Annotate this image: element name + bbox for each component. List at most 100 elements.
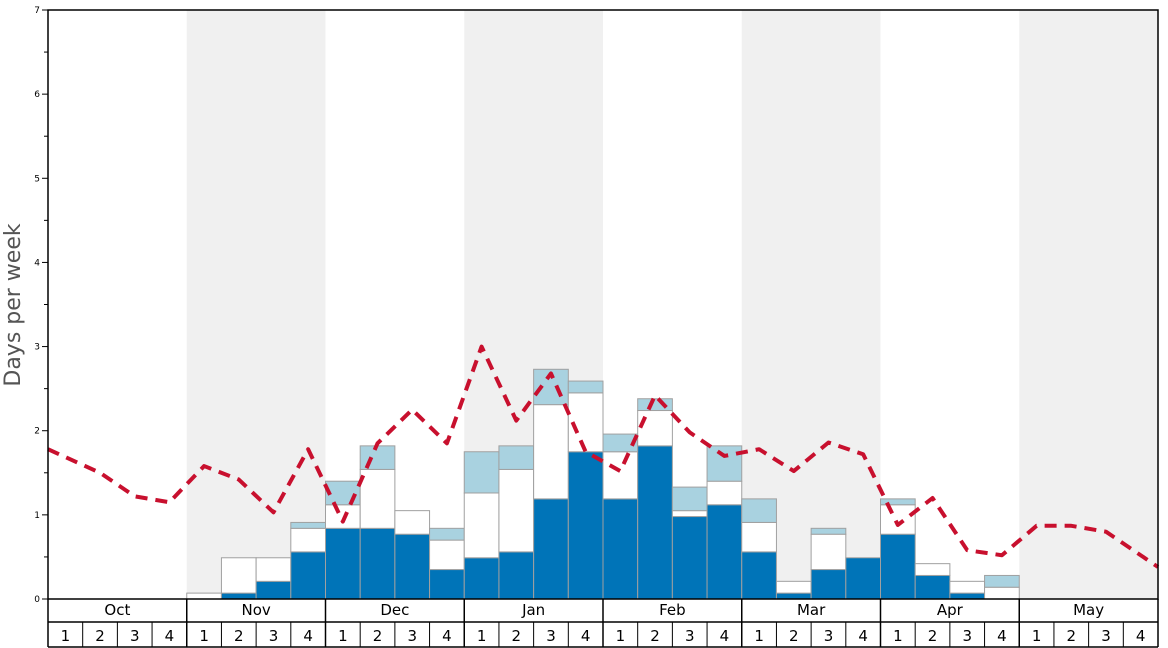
- month-label-nov: Nov: [241, 601, 270, 619]
- month-shade-nov: [186, 10, 326, 599]
- week-label-jan-4: 4: [581, 627, 591, 645]
- week-label-oct-4: 4: [165, 627, 175, 645]
- week-label-apr-2: 2: [928, 627, 938, 645]
- bar-dark-5: [220, 592, 257, 600]
- line-trend: [47, 344, 1160, 569]
- bar-white-6: [255, 557, 292, 582]
- bar-light-15: [567, 380, 604, 394]
- bar-light-13: [498, 445, 535, 470]
- week-label-may-2: 2: [1067, 627, 1077, 645]
- ytick-label-5: 5: [34, 174, 40, 184]
- bar-light-17: [637, 398, 673, 412]
- bar-white-22: [810, 533, 847, 571]
- bar-white-20: [741, 521, 777, 553]
- bar-white-5: [220, 557, 257, 594]
- month-label-mar: Mar: [797, 601, 826, 619]
- month-shading: [186, 10, 1158, 599]
- bar-white-11: [429, 539, 465, 571]
- bar-white-19: [706, 480, 743, 506]
- week-label-nov-1: 1: [199, 627, 209, 645]
- week-label-apr-1: 1: [893, 627, 903, 645]
- bar-white-25: [914, 563, 951, 576]
- bar-light-24: [880, 498, 916, 506]
- ytick-label-7: 7: [34, 6, 40, 16]
- ytick-label-0: 0: [34, 595, 40, 605]
- bar-white-9: [359, 468, 396, 529]
- bar-light-20: [741, 498, 777, 523]
- bar-white-27: [984, 586, 1020, 600]
- week-label-oct-3: 3: [130, 627, 140, 645]
- month-label-dec: Dec: [380, 601, 409, 619]
- bar-dark-22: [810, 569, 847, 600]
- week-label-nov-2: 2: [234, 627, 244, 645]
- week-label-feb-1: 1: [616, 627, 626, 645]
- bar-white-8: [325, 504, 361, 529]
- week-label-dec-3: 3: [407, 627, 417, 645]
- month-shade-may: [1019, 10, 1158, 599]
- week-label-dec-2: 2: [373, 627, 383, 645]
- ytick-label-3: 3: [34, 343, 40, 353]
- bar-dark-26: [949, 592, 986, 600]
- bar-light-19: [706, 445, 743, 482]
- week-label-mar-4: 4: [858, 627, 868, 645]
- bar-dark-8: [325, 527, 361, 600]
- bar-dark-23: [845, 557, 881, 600]
- month-label-jan: Jan: [521, 601, 545, 619]
- week-label-may-4: 4: [1136, 627, 1146, 645]
- bar-dark-11: [429, 569, 465, 600]
- week-label-feb-3: 3: [685, 627, 695, 645]
- ytick-label-6: 6: [34, 90, 40, 100]
- bar-white-10: [394, 510, 431, 535]
- week-label-feb-4: 4: [720, 627, 730, 645]
- week-label-apr-4: 4: [997, 627, 1007, 645]
- bar-light-12: [463, 451, 500, 494]
- bar-white-26: [949, 580, 986, 594]
- bar-light-11: [429, 527, 465, 541]
- bar-dark-24: [880, 533, 916, 600]
- month-label-oct: Oct: [104, 601, 130, 619]
- bar-light-18: [671, 486, 708, 512]
- month-label-may: May: [1073, 601, 1104, 619]
- bar-white-21: [775, 580, 812, 594]
- week-label-oct-1: 1: [61, 627, 71, 645]
- bar-dark-16: [602, 498, 639, 600]
- bar-light-7: [290, 521, 326, 529]
- ytick-label-4: 4: [34, 258, 40, 268]
- bar-white-16: [602, 451, 639, 500]
- bar-dark-9: [359, 527, 396, 600]
- bar-dark-12: [463, 557, 500, 600]
- bar-dark-17: [637, 445, 673, 600]
- bar-dark-19: [706, 504, 743, 600]
- week-label-may-3: 3: [1101, 627, 1111, 645]
- bar-dark-13: [498, 551, 535, 600]
- bars: [186, 368, 1020, 600]
- bar-white-13: [498, 468, 535, 553]
- ytick-label-1: 1: [34, 511, 40, 521]
- week-label-dec-1: 1: [338, 627, 348, 645]
- week-label-nov-4: 4: [303, 627, 313, 645]
- week-label-jan-2: 2: [512, 627, 522, 645]
- week-label-may-1: 1: [1032, 627, 1042, 645]
- bar-dark-18: [671, 516, 708, 600]
- week-label-jan-3: 3: [546, 627, 556, 645]
- bar-white-12: [463, 492, 500, 559]
- bar-white-18: [671, 510, 708, 518]
- bar-dark-14: [533, 498, 569, 600]
- bar-white-4: [186, 592, 222, 600]
- month-label-apr: Apr: [937, 601, 964, 619]
- week-label-mar-3: 3: [824, 627, 834, 645]
- week-label-mar-1: 1: [754, 627, 764, 645]
- week-label-jan-1: 1: [477, 627, 487, 645]
- week-label-nov-3: 3: [269, 627, 279, 645]
- bar-dark-7: [290, 551, 326, 600]
- bar-light-22: [810, 527, 847, 535]
- week-label-feb-2: 2: [650, 627, 660, 645]
- line-series: [47, 344, 1160, 569]
- bar-dark-21: [775, 592, 812, 600]
- bar-white-24: [880, 504, 916, 535]
- bar-dark-25: [914, 574, 951, 600]
- bar-white-7: [290, 527, 326, 553]
- bar-light-27: [984, 574, 1020, 588]
- y-axis-label: Days per week: [1, 223, 26, 386]
